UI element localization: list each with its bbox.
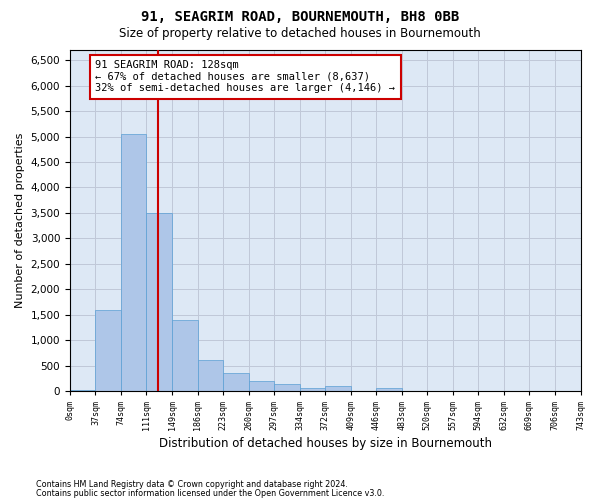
- Bar: [248, 381, 274, 391]
- Text: Contains HM Land Registry data © Crown copyright and database right 2024.: Contains HM Land Registry data © Crown c…: [36, 480, 348, 489]
- Text: 91 SEAGRIM ROAD: 128sqm
← 67% of detached houses are smaller (8,637)
32% of semi: 91 SEAGRIM ROAD: 128sqm ← 67% of detache…: [95, 60, 395, 94]
- Bar: [95, 310, 121, 391]
- Bar: [121, 134, 146, 391]
- Bar: [274, 384, 299, 391]
- Bar: [172, 320, 197, 391]
- Y-axis label: Number of detached properties: Number of detached properties: [15, 133, 25, 308]
- Bar: [325, 386, 351, 391]
- Bar: [197, 360, 223, 391]
- Text: Contains public sector information licensed under the Open Government Licence v3: Contains public sector information licen…: [36, 488, 385, 498]
- Bar: [146, 213, 172, 391]
- Text: 91, SEAGRIM ROAD, BOURNEMOUTH, BH8 0BB: 91, SEAGRIM ROAD, BOURNEMOUTH, BH8 0BB: [141, 10, 459, 24]
- Text: Size of property relative to detached houses in Bournemouth: Size of property relative to detached ho…: [119, 28, 481, 40]
- X-axis label: Distribution of detached houses by size in Bournemouth: Distribution of detached houses by size …: [159, 437, 492, 450]
- Bar: [70, 390, 95, 391]
- Bar: [376, 388, 402, 391]
- Bar: [299, 388, 325, 391]
- Bar: [223, 373, 248, 391]
